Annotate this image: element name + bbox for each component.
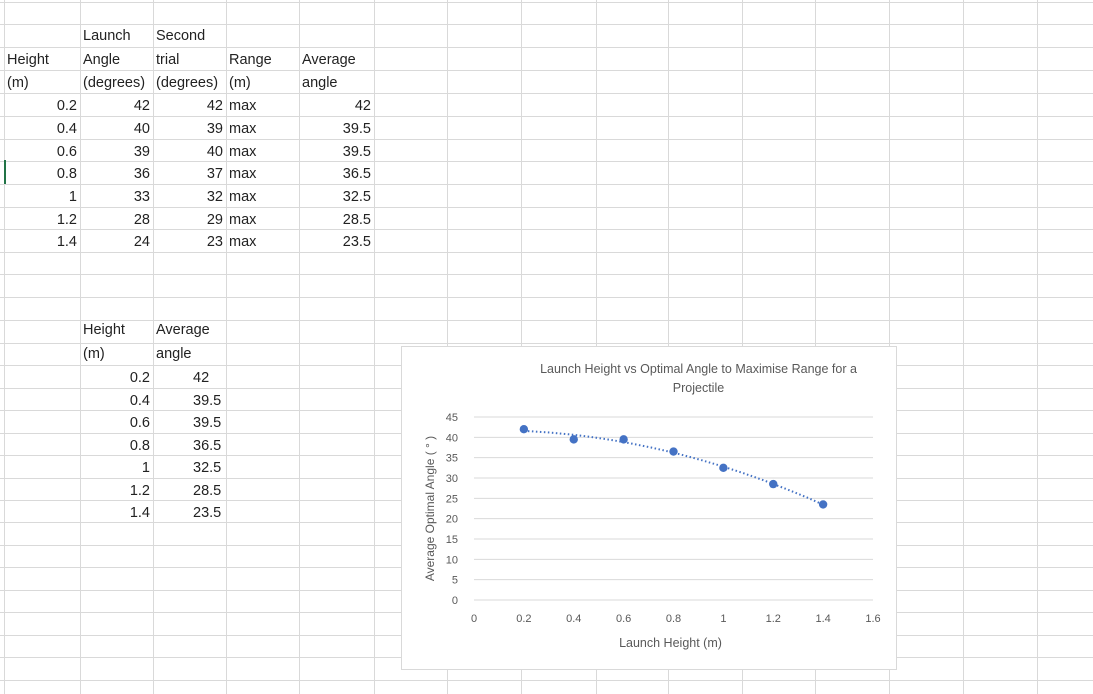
table2-average-cell[interactable]: 32.5 [193,460,221,476]
data-point [619,435,628,444]
table2-average-cell[interactable]: 42 [193,370,209,386]
table1-height-cell[interactable]: 1.4 [57,234,77,250]
y-tick-label: 15 [446,534,458,546]
y-tick-label: 10 [446,554,458,566]
x-axis-label: Launch Height (m) [619,636,722,650]
active-cell-marker [4,160,6,184]
table2-height-cell[interactable]: 1.4 [130,505,150,521]
x-tick-label: 0.2 [516,613,531,625]
table1-height-cell[interactable]: 1 [69,189,77,205]
y-tick-label: 20 [446,514,458,526]
table2-average-cell[interactable]: 39.5 [193,393,221,409]
x-tick-label: 0.8 [666,613,681,625]
y-tick-label: 40 [446,432,458,444]
data-point [669,447,678,456]
chart-title: Projectile [673,381,724,395]
table1-header-cell[interactable]: (m) [7,75,29,91]
table1-second-trial-cell[interactable]: 40 [207,144,223,160]
y-tick-label: 25 [446,493,458,505]
data-point [519,425,529,434]
x-tick-label: 1.6 [865,613,880,625]
table1-angle-cell[interactable]: 36 [134,166,150,182]
table2-height-cell[interactable]: 0.8 [130,438,150,454]
y-tick-label: 5 [452,575,458,587]
table1-second-trial-cell[interactable]: 42 [207,98,223,114]
table1-range-cell[interactable]: max [229,166,257,182]
table1-range-cell[interactable]: max [229,144,257,160]
table2-header-cell[interactable]: (m) [83,346,105,362]
table1-average-cell[interactable]: 28.5 [343,212,371,228]
table2-average-cell[interactable]: 23.5 [193,505,221,521]
table1-header-cell[interactable]: Average [302,52,356,68]
table1-header-cell[interactable]: Launch [83,28,131,44]
table1-angle-cell[interactable]: 39 [134,144,150,160]
table1-angle-cell[interactable]: 28 [134,212,150,228]
table1-second-trial-cell[interactable]: 32 [207,189,223,205]
trendline [523,429,824,506]
table1-range-cell[interactable]: max [229,212,257,228]
table1-average-cell[interactable]: 36.5 [343,166,371,182]
table1-second-trial-cell[interactable]: 37 [207,166,223,182]
table1-height-cell[interactable]: 0.2 [57,98,77,114]
table1-average-cell[interactable]: 39.5 [343,144,371,160]
table1-angle-cell[interactable]: 33 [134,189,150,205]
x-tick-label: 1 [720,613,726,625]
table1-header-cell[interactable]: (degrees) [83,75,145,91]
table1-header-cell[interactable]: Height [7,52,49,68]
table2-average-cell[interactable]: 28.5 [193,483,221,499]
table1-header-cell[interactable]: trial [156,52,179,68]
table1-range-cell[interactable]: max [229,189,257,205]
table2-height-cell[interactable]: 1.2 [130,483,150,499]
chart-area[interactable]: Launch Height vs Optimal Angle to Maximi… [401,346,897,670]
y-tick-label: 45 [446,412,458,424]
data-point [719,463,728,473]
x-tick-label: 0 [471,613,477,625]
table1-angle-cell[interactable]: 24 [134,234,150,250]
table1-second-trial-cell[interactable]: 29 [207,212,223,228]
data-point [769,479,778,489]
table1-header-cell[interactable]: angle [302,75,337,91]
table1-angle-cell[interactable]: 42 [134,98,150,114]
table2-height-cell[interactable]: 0.2 [130,370,150,386]
y-axis-label: Average Optimal Angle ( ° ) [423,436,437,581]
table1-header-cell[interactable]: Angle [83,52,120,68]
table1-average-cell[interactable]: 23.5 [343,234,371,250]
chart-title: Launch Height vs Optimal Angle to Maximi… [540,362,857,376]
table1-average-cell[interactable]: 32.5 [343,189,371,205]
y-tick-label: 0 [452,595,458,607]
scatter-chart: Launch Height vs Optimal Angle to Maximi… [423,362,881,650]
table1-range-cell[interactable]: max [229,234,257,250]
table2-header-cell[interactable]: Average [156,322,210,338]
table1-height-cell[interactable]: 0.8 [57,166,77,182]
table1-average-cell[interactable]: 42 [355,98,371,114]
data-point [818,500,828,509]
x-tick-label: 1.4 [815,613,830,625]
table2-header-cell[interactable]: angle [156,346,191,362]
table1-height-cell[interactable]: 0.4 [57,121,77,137]
table1-second-trial-cell[interactable]: 23 [207,234,223,250]
table1-header-cell[interactable]: Second [156,28,205,44]
y-tick-label: 30 [446,473,458,485]
y-tick-label: 35 [446,453,458,465]
table2-average-cell[interactable]: 36.5 [193,438,221,454]
table1-range-cell[interactable]: max [229,98,257,114]
x-tick-label: 0.4 [566,613,581,625]
table2-height-cell[interactable]: 1 [142,460,150,476]
data-point [569,435,578,444]
table2-height-cell[interactable]: 0.4 [130,393,150,409]
table2-height-cell[interactable]: 0.6 [130,415,150,431]
table1-header-cell[interactable]: Range [229,52,272,68]
table1-header-cell[interactable]: (m) [229,75,251,91]
table1-header-cell[interactable]: (degrees) [156,75,218,91]
x-tick-label: 1.2 [766,613,781,625]
table1-height-cell[interactable]: 1.2 [57,212,77,228]
x-tick-label: 0.6 [616,613,631,625]
table2-average-cell[interactable]: 39.5 [193,415,221,431]
table1-angle-cell[interactable]: 40 [134,121,150,137]
table1-height-cell[interactable]: 0.6 [57,144,77,160]
table1-second-trial-cell[interactable]: 39 [207,121,223,137]
table1-range-cell[interactable]: max [229,121,257,137]
table2-header-cell[interactable]: Height [83,322,125,338]
table1-average-cell[interactable]: 39.5 [343,121,371,137]
